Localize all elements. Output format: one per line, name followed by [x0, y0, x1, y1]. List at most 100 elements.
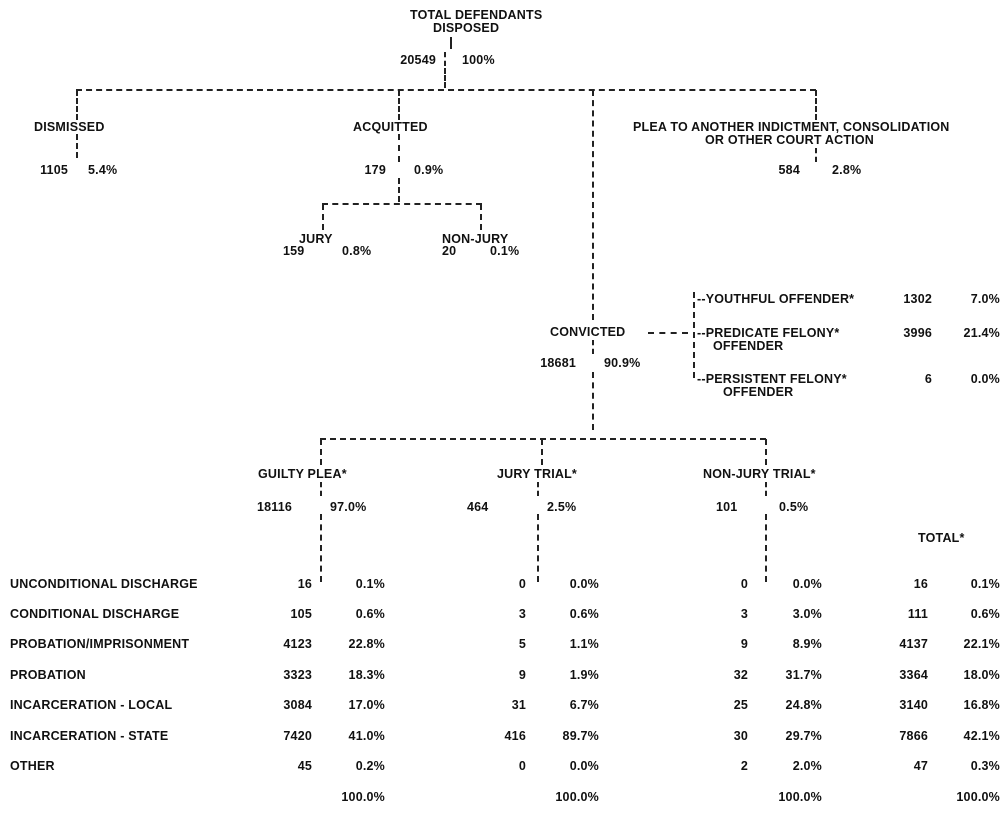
- row-label: OTHER: [10, 759, 55, 773]
- acq-jury-label: JURY: [299, 232, 333, 246]
- nonjury-pct: 29.7%: [785, 729, 822, 743]
- total-count: 3140: [899, 698, 928, 712]
- total-pct: 18.0%: [963, 668, 1000, 682]
- acq-nonjury-label: NON-JURY: [442, 232, 509, 246]
- nonjury-pct: 0.0%: [792, 577, 822, 591]
- col-guilty-plea-pct: 97.0%: [330, 500, 367, 514]
- connector: [76, 134, 78, 158]
- total-count: 7866: [899, 729, 928, 743]
- offender-youthful-count: 1302: [903, 292, 932, 306]
- plea-other-label: PLEA TO ANOTHER INDICTMENT, CONSOLIDATIO…: [633, 120, 950, 134]
- nonjury-pct: 2.0%: [792, 759, 822, 773]
- col-jury-trial-label: JURY TRIAL*: [497, 467, 577, 481]
- col-nonjury-trial-label: NON-JURY TRIAL*: [703, 467, 816, 481]
- offender-persistent-label2: OFFENDER: [723, 385, 794, 399]
- connector: [537, 514, 539, 582]
- jury-count: 3: [518, 607, 526, 621]
- guilty-count: 105: [290, 607, 312, 621]
- total-column-header: TOTAL*: [918, 531, 965, 545]
- jury-pct: 6.7%: [569, 698, 599, 712]
- guilty-pct: 17.0%: [348, 698, 385, 712]
- plea-other-count: 584: [778, 163, 800, 177]
- jury-count: 9: [518, 668, 526, 682]
- nonjury-count: 30: [733, 729, 748, 743]
- plea-other-label-line2: OR OTHER COURT ACTION: [705, 133, 875, 147]
- guilty-pct: 18.3%: [348, 668, 385, 682]
- nonjury-pct: 31.7%: [785, 668, 822, 682]
- connector: [398, 90, 400, 120]
- connector: [815, 90, 817, 120]
- jury-pct: 1.1%: [569, 637, 599, 651]
- connector: [398, 178, 400, 202]
- footer-total-pct: 100.0%: [778, 790, 822, 804]
- convicted-pct: 90.9%: [604, 356, 641, 370]
- nonjury-count: 0: [740, 577, 748, 591]
- nonjury-count: 2: [740, 759, 748, 773]
- footer-total-pct: 100.0%: [341, 790, 385, 804]
- nonjury-pct: 24.8%: [785, 698, 822, 712]
- branch-line: [76, 89, 816, 91]
- total-count: 111: [907, 607, 928, 621]
- connector: [537, 482, 539, 496]
- dismissed-count: 1105: [40, 163, 68, 177]
- jury-count: 416: [504, 729, 526, 743]
- total-pct: 42.1%: [963, 729, 1000, 743]
- nonjury-count: 25: [733, 698, 748, 712]
- jury-count: 5: [518, 637, 526, 651]
- plea-other-pct: 2.8%: [832, 163, 862, 177]
- row-label: PROBATION: [10, 668, 86, 682]
- row-label: UNCONDITIONAL DISCHARGE: [10, 577, 198, 591]
- guilty-count: 3323: [283, 668, 312, 682]
- nonjury-count: 9: [740, 637, 748, 651]
- col-guilty-plea-count: 18116: [257, 500, 293, 514]
- guilty-count: 3084: [283, 698, 312, 712]
- guilty-count: 45: [297, 759, 312, 773]
- offender-youthful-label: --YOUTHFUL OFFENDER*: [697, 292, 855, 306]
- nonjury-pct: 3.0%: [792, 607, 822, 621]
- offender-predicate-label: --PREDICATE FELONY*: [697, 326, 840, 340]
- col-guilty-plea-label: GUILTY PLEA*: [258, 467, 347, 481]
- total-pct: 0.6%: [970, 607, 1000, 621]
- row-label: PROBATION/IMPRISONMENT: [10, 637, 190, 651]
- offender-predicate-count: 3996: [903, 326, 932, 340]
- convicted-label: CONVICTED: [550, 325, 626, 339]
- row-label: CONDITIONAL DISCHARGE: [10, 607, 180, 621]
- connector: [480, 204, 482, 230]
- connector: [765, 514, 767, 582]
- total-pct: 22.1%: [963, 637, 1000, 651]
- offender-predicate-pct: 21.4%: [963, 326, 1000, 340]
- offender-predicate-label2: OFFENDER: [713, 339, 784, 353]
- acquitted-count: 179: [364, 163, 386, 177]
- connector: [398, 134, 400, 162]
- guilty-count: 7420: [283, 729, 312, 743]
- connector: [320, 514, 322, 582]
- col-jury-trial-count: 464: [467, 500, 489, 514]
- jury-count: 0: [518, 577, 526, 591]
- jury-count: 31: [511, 698, 526, 712]
- footer-total-pct: 100.0%: [956, 790, 1000, 804]
- acquitted-pct: 0.9%: [414, 163, 444, 177]
- jury-count: 0: [518, 759, 526, 773]
- dismissed-pct: 5.4%: [88, 163, 118, 177]
- branch-line: [320, 438, 766, 440]
- total-pct: 0.3%: [970, 759, 1000, 773]
- connector: [320, 439, 322, 465]
- total-count: 16: [913, 577, 928, 591]
- branch-line: [648, 332, 688, 334]
- jury-pct: 0.0%: [569, 577, 599, 591]
- jury-pct: 0.6%: [569, 607, 599, 621]
- connector: [450, 37, 452, 49]
- total-count: 3364: [899, 668, 928, 682]
- connector: [592, 372, 594, 430]
- acq-jury-pct: 0.8%: [342, 244, 372, 258]
- total-title: TOTAL DEFENDANTS: [410, 8, 543, 22]
- row-label: INCARCERATION - STATE: [10, 729, 169, 743]
- nonjury-count: 3: [740, 607, 748, 621]
- connector: [815, 148, 817, 162]
- connector: [444, 52, 446, 66]
- acq-nonjury-pct: 0.1%: [490, 244, 520, 258]
- col-nonjury-trial-count: 101: [716, 500, 738, 514]
- col-nonjury-trial-pct: 0.5%: [779, 500, 809, 514]
- row-label: INCARCERATION - LOCAL: [10, 698, 173, 712]
- nonjury-pct: 8.9%: [792, 637, 822, 651]
